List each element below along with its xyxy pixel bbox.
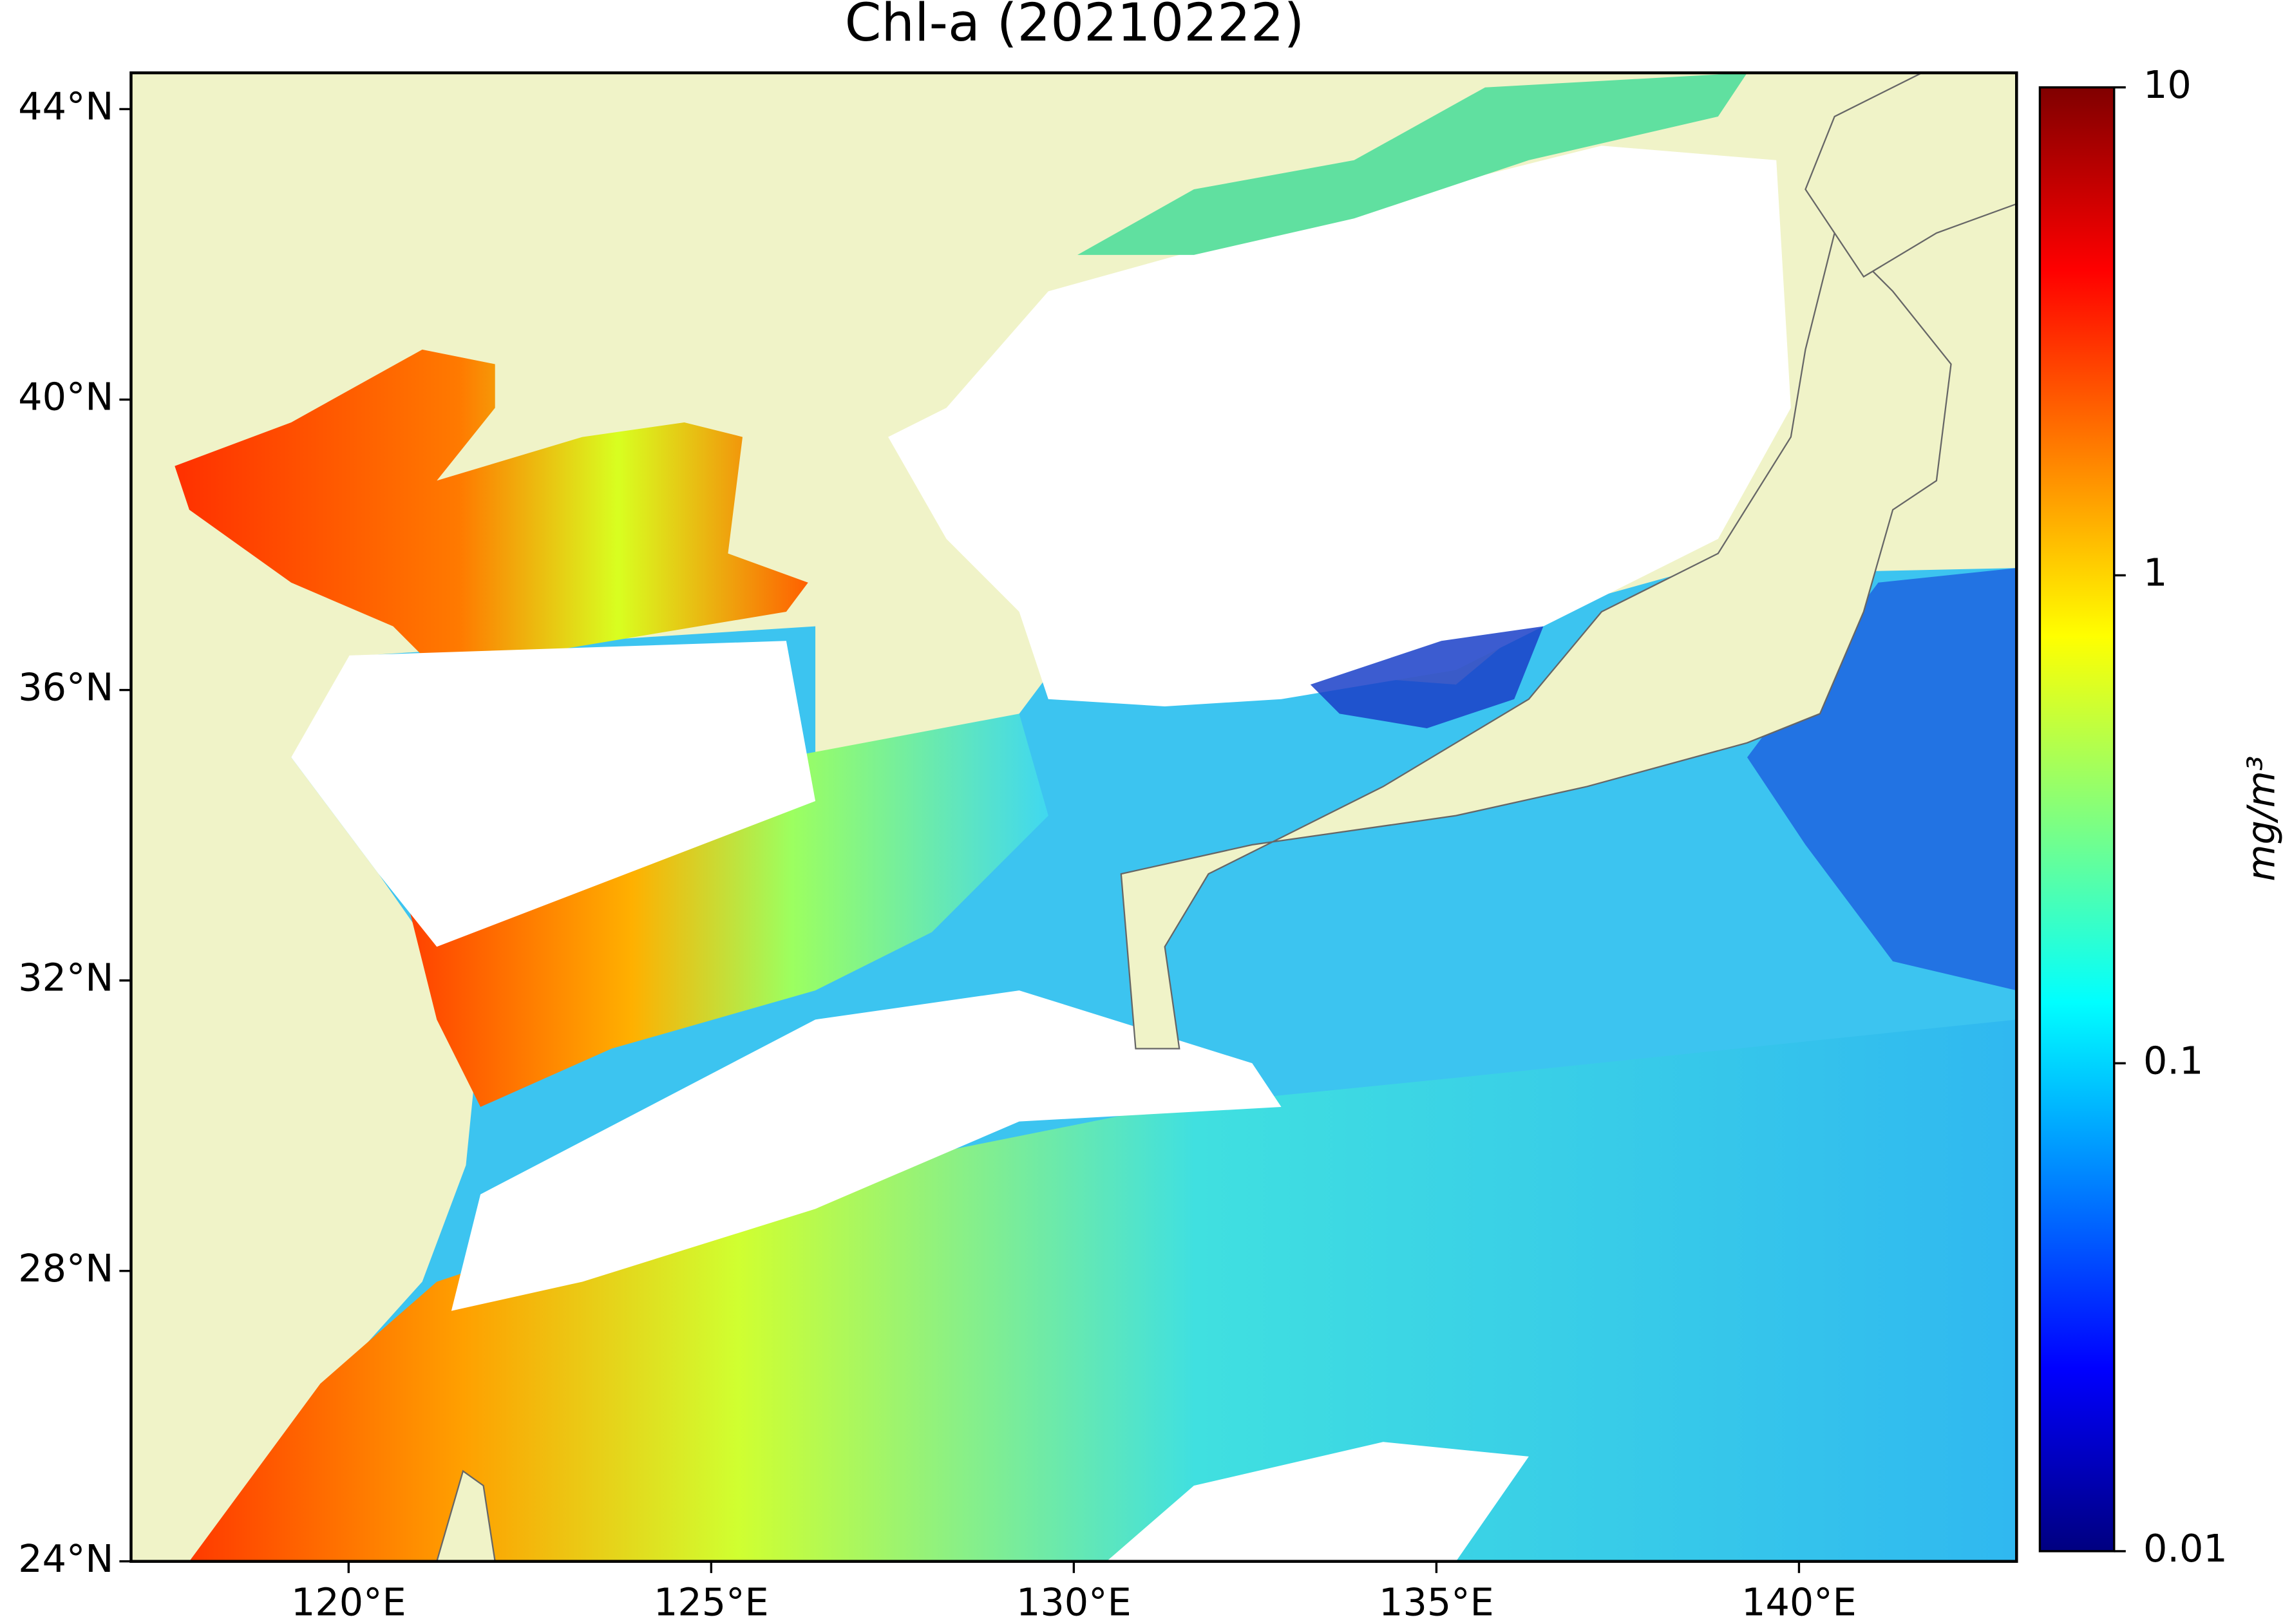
y-tick-label: 28°N	[18, 1246, 113, 1290]
y-tick-label: 36°N	[18, 665, 113, 710]
map-area	[131, 73, 2017, 1562]
colorbar	[2038, 86, 2116, 1553]
bohai-sea	[175, 349, 808, 670]
nearshore-sea	[1310, 626, 1544, 728]
x-tick-label: 135°E	[1379, 1580, 1494, 1624]
chart-title: Chl-a (20210222)	[845, 0, 1305, 53]
north-sea	[1077, 73, 1748, 255]
x-tick-label: 130°E	[1016, 1580, 1132, 1624]
colorbar-tick-label: 1	[2143, 551, 2167, 595]
colorbar-tick-label: 0.1	[2143, 1038, 2203, 1082]
hokkaido	[1805, 73, 2017, 278]
ecs-sea	[408, 713, 1048, 1108]
cloud	[291, 641, 816, 947]
y-tick-label: 32°N	[18, 956, 113, 1000]
y-tick-label: 40°N	[18, 375, 113, 419]
cloud	[888, 146, 1791, 707]
cloud	[451, 990, 1282, 1311]
x-tick-label: 120°E	[291, 1580, 406, 1624]
colorbar-tick-label: 0.01	[2143, 1526, 2228, 1571]
y-tick-label: 44°N	[18, 84, 113, 129]
x-tick-label: 140°E	[1741, 1580, 1857, 1624]
y-tick-label: 24°N	[18, 1536, 113, 1581]
japan	[1120, 231, 1952, 1050]
south-sea	[189, 1019, 2017, 1562]
colorbar-label: mg/m³	[2239, 756, 2283, 882]
colorbar-tick-label: 10	[2143, 62, 2192, 107]
cloud	[1106, 1442, 1529, 1562]
x-tick-label: 125°E	[654, 1580, 769, 1624]
taiwan	[436, 1469, 496, 1562]
